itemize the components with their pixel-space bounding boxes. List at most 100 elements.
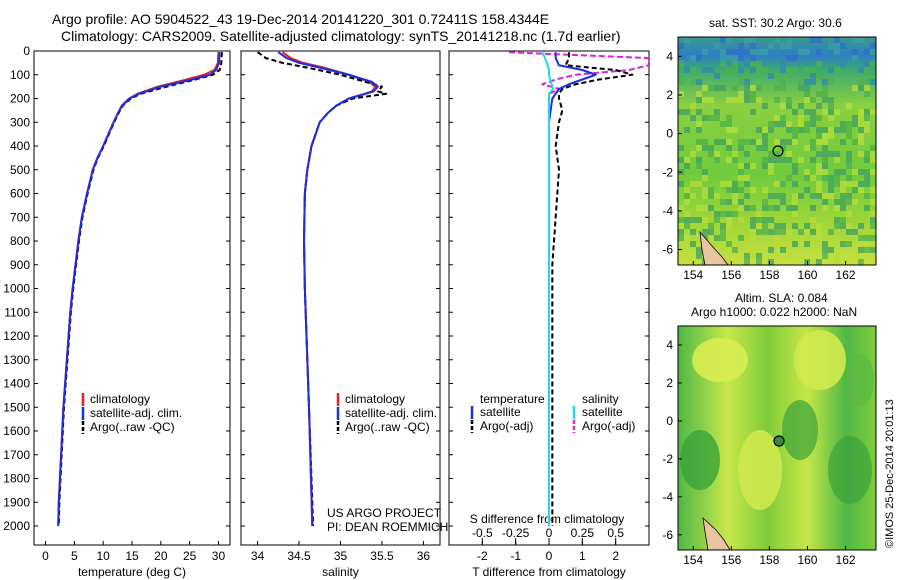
sst-cell — [696, 205, 702, 211]
sst-cell — [702, 115, 708, 121]
sst-cell — [714, 85, 720, 91]
sst-cell — [798, 85, 804, 91]
sst-cell — [768, 229, 774, 235]
sst-cell — [798, 127, 804, 133]
sst-cell — [810, 193, 816, 199]
sst-cell — [786, 43, 792, 49]
series-salinity-argo — [508, 51, 650, 526]
sst-cell — [870, 199, 876, 205]
sst-cell — [858, 151, 864, 157]
map-y-tick-label: 4 — [666, 338, 673, 352]
title-line-2: Climatology: CARS2009. Satellite-adjuste… — [61, 28, 621, 44]
sst-cell — [780, 229, 786, 235]
legend-satellite-label: satellite-adj. clim. — [345, 406, 437, 420]
sst-cell — [768, 73, 774, 79]
map-y-tick-label: 2 — [666, 376, 673, 390]
sst-cell — [858, 235, 864, 241]
sst-cell — [840, 139, 846, 145]
sst-cell — [684, 187, 690, 193]
sst-cell — [684, 157, 690, 163]
sst-cell — [792, 199, 798, 205]
sst-cell — [774, 241, 780, 247]
x-axis-label: T difference from climatology — [472, 565, 626, 579]
sst-cell — [714, 115, 720, 121]
y-tick-label: 700 — [10, 210, 30, 224]
sst-cell — [786, 67, 792, 73]
sst-cell — [702, 49, 708, 55]
sst-cell — [858, 115, 864, 121]
sst-cell — [786, 121, 792, 127]
sst-cell — [744, 259, 750, 265]
x-tick-label: 10 — [96, 549, 110, 563]
sst-cell — [798, 103, 804, 109]
sst-cell — [798, 157, 804, 163]
sst-cell — [828, 229, 834, 235]
sst-cell — [738, 79, 744, 85]
sst-cell — [846, 223, 852, 229]
sst-cell — [834, 253, 840, 259]
sst-cell — [852, 115, 858, 121]
sst-cell — [684, 67, 690, 73]
x-tick-label: 0 — [546, 549, 553, 563]
sst-cell — [774, 229, 780, 235]
legend-sal-satellite-label: satellite — [582, 405, 623, 419]
sst-cell — [774, 139, 780, 145]
sst-cell — [756, 73, 762, 79]
sst-cell — [756, 85, 762, 91]
legend-temp-argo-label: Argo(-adj) — [480, 419, 533, 433]
sst-cell — [822, 199, 828, 205]
temperature-panel: 0100200300400500600700800900100011001200… — [3, 44, 231, 579]
sst-cell — [696, 145, 702, 151]
sst-cell — [804, 85, 810, 91]
sst-cell — [696, 127, 702, 133]
sst-cell — [678, 91, 684, 97]
sst-cell — [738, 163, 744, 169]
series-salinity-satellite — [541, 51, 554, 526]
sst-cell — [798, 115, 804, 121]
sst-cell — [822, 109, 828, 115]
sst-cell — [678, 229, 684, 235]
y-tick-label: 1000 — [3, 282, 30, 296]
sst-cell — [684, 199, 690, 205]
sst-cell — [846, 241, 852, 247]
sst-cell — [678, 61, 684, 67]
sst-cell — [870, 217, 876, 223]
x-tick-label: -1 — [510, 549, 521, 563]
x-tick-label: 34.5 — [287, 549, 311, 563]
x-top-axis-label: S difference from climatology — [470, 512, 625, 526]
sst-cell — [702, 205, 708, 211]
sst-cell — [822, 79, 828, 85]
sst-cell — [816, 49, 822, 55]
sst-cell — [696, 217, 702, 223]
sst-cell — [804, 145, 810, 151]
sst-cell — [696, 79, 702, 85]
sst-cell — [810, 175, 816, 181]
sst-cell — [858, 109, 864, 115]
sst-cell — [720, 223, 726, 229]
map-x-tick-label: 162 — [836, 553, 856, 567]
sst-cell — [756, 67, 762, 73]
project-credit: US ARGO PROJECT — [327, 506, 442, 520]
sst-cell — [708, 223, 714, 229]
sst-cell — [762, 247, 768, 253]
sst-cell — [702, 97, 708, 103]
sst-cell — [720, 37, 726, 43]
sst-cell — [834, 223, 840, 229]
sst-cell — [762, 49, 768, 55]
sst-cell — [858, 85, 864, 91]
sst-cell — [690, 103, 696, 109]
series-temperature-argo — [551, 52, 634, 526]
sst-cell — [756, 229, 762, 235]
sst-cell — [852, 139, 858, 145]
sst-cell — [774, 157, 780, 163]
sst-cell — [858, 169, 864, 175]
sst-cell — [858, 79, 864, 85]
sst-cell — [864, 121, 870, 127]
sst-cell — [726, 115, 732, 121]
sst-cell — [720, 229, 726, 235]
sst-cell — [780, 79, 786, 85]
sst-cell — [738, 145, 744, 151]
sst-cell — [690, 193, 696, 199]
sst-cell — [870, 151, 876, 157]
sst-cell — [744, 85, 750, 91]
